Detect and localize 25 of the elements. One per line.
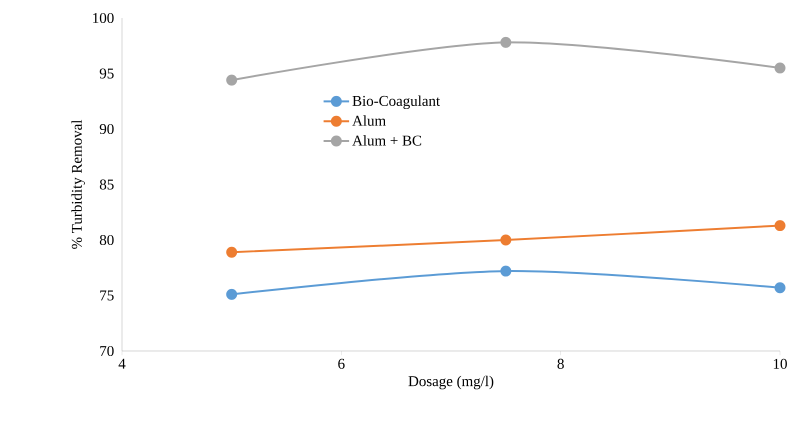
legend-label: Bio-Coagulant	[352, 95, 440, 110]
x-tick-label: 8	[557, 358, 564, 369]
point	[226, 246, 238, 258]
x-tick-label: 4	[118, 358, 126, 369]
point	[500, 266, 512, 277]
x-axis-title: Dosage (mg/l)	[408, 376, 494, 390]
y-tick-label: 95	[100, 68, 114, 79]
point	[226, 74, 238, 86]
y-axis-title: % Turbidity Removal	[71, 120, 85, 249]
y-tick-label: 75	[100, 290, 114, 300]
point	[500, 36, 512, 48]
x-tick-label: 6	[338, 358, 345, 369]
y-tick-label: 80	[100, 234, 114, 246]
y-tick-label: 100	[93, 12, 114, 24]
y-tick-label: 70	[100, 346, 114, 356]
x-tick-label: 10	[774, 358, 787, 369]
y-tick-label: 85	[100, 179, 114, 190]
point	[774, 282, 786, 294]
legend-label: Alum + BC	[352, 135, 422, 146]
legend-label: Alum	[352, 115, 386, 126]
point	[774, 220, 786, 232]
point	[226, 288, 238, 300]
y-tick-label: 90	[100, 124, 114, 134]
point	[500, 234, 512, 246]
point	[774, 62, 786, 74]
